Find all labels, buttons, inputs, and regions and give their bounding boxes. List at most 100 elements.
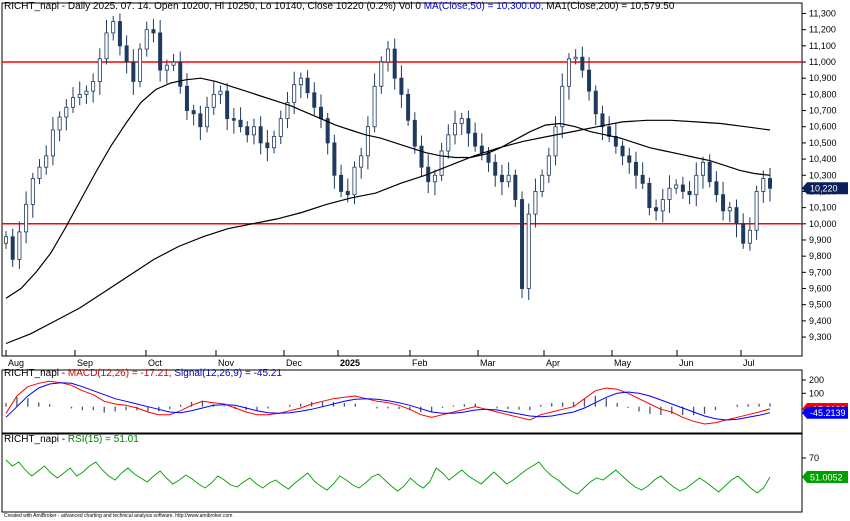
rsi-legend: RSI(15) = 51.01: [67, 434, 139, 445]
candle-body: [318, 106, 323, 120]
candle-body: [44, 155, 49, 168]
candle-body: [292, 84, 297, 103]
x-tick-label: Nov: [218, 358, 235, 368]
candle-body: [600, 113, 605, 128]
candle-body: [587, 69, 592, 92]
candle-body: [24, 203, 29, 233]
price-pane: [1, 2, 803, 357]
x-tick-label: Apr: [546, 358, 560, 368]
candle-body: [71, 97, 76, 108]
candle-body: [352, 166, 357, 196]
candle-body: [365, 126, 370, 157]
candle-body: [432, 174, 437, 183]
candle-body: [654, 207, 659, 212]
candle-body: [513, 174, 518, 200]
price-header: RICHT_napi - Daily 2025. 07. 14. Open 10…: [4, 1, 674, 12]
candle-body: [633, 161, 638, 176]
rsi-ytick-label: 70: [809, 453, 819, 463]
price-ytick-label: 10,800: [809, 89, 837, 99]
candle-body: [493, 161, 498, 176]
candle-body: [205, 106, 210, 128]
price-ytick-label: 9,500: [809, 300, 832, 310]
candle-body: [332, 142, 337, 176]
candle-body: [573, 56, 578, 60]
price-ytick-label: 9,600: [809, 284, 832, 294]
candle-body: [419, 145, 424, 168]
candle-body: [473, 132, 478, 147]
signal-legend: Signal(12,26,9) = -45.21: [174, 368, 282, 379]
candle-body: [37, 166, 42, 179]
candle-body: [4, 236, 9, 244]
candle-body: [17, 231, 22, 260]
candle-body: [278, 118, 283, 137]
candle-body: [734, 207, 739, 225]
candle-body: [453, 123, 458, 136]
price-ytick-label: 11,200: [809, 25, 836, 35]
macd-line: [5, 380, 771, 425]
last-rsi-badge-bg: [802, 470, 848, 483]
candle-body: [245, 126, 250, 136]
candle-body: [325, 118, 330, 144]
candle-body: [593, 90, 598, 115]
candle-body: [392, 48, 397, 79]
price-ytick-label: 10,600: [809, 122, 837, 132]
x-tick-label: Sep: [77, 358, 93, 368]
price-ytick-label: 11,000: [809, 57, 836, 67]
candle-body: [714, 181, 719, 196]
candle-body: [164, 64, 169, 71]
price-ytick-label: 9,700: [809, 267, 832, 277]
price-ytick-label: 11,300: [809, 8, 836, 18]
candle-body: [84, 90, 89, 95]
price-ytick-label: 9,300: [809, 332, 832, 342]
candle-body: [506, 174, 511, 183]
candle-body: [479, 145, 484, 154]
candle-body: [50, 129, 55, 157]
footer-credit: Created with AmiBroker - advanced charti…: [4, 513, 233, 519]
ma50-legend: MA(Close,50) = 10,300.00,: [423, 1, 544, 12]
price-ytick-label: 10,000: [809, 219, 837, 229]
price-ytick-label: 10,700: [809, 106, 837, 116]
candle-body: [238, 119, 243, 128]
candle-body: [64, 106, 69, 118]
candle-body: [640, 174, 645, 184]
candle-body: [158, 32, 163, 71]
candle-body: [57, 116, 62, 131]
candle-body: [694, 174, 699, 196]
ma50-line: [5, 77, 771, 299]
x-tick-label: 2025: [340, 358, 360, 368]
candle-body: [265, 142, 270, 149]
last-rsi-badge-label: 51.0052: [810, 472, 843, 482]
candle-body: [459, 118, 464, 124]
price-ytick-label: 10,400: [809, 154, 837, 164]
candle-body: [251, 126, 256, 136]
candle-body: [627, 155, 632, 163]
macd-pane: [1, 369, 803, 434]
candle-body: [687, 191, 692, 196]
price-ytick-label: 9,400: [809, 316, 832, 326]
candle-body: [191, 110, 196, 115]
ma200-line: [5, 119, 771, 345]
x-tick-label: Jul: [743, 358, 755, 368]
candle-body: [231, 118, 236, 121]
candle-body: [553, 126, 558, 157]
candle-body: [700, 161, 705, 176]
candle-body: [412, 119, 417, 147]
candle-body: [285, 102, 290, 120]
candle-body: [117, 21, 122, 47]
candle-body: [721, 194, 726, 212]
macd-legend: MACD(12,26) = -17.21,: [67, 368, 172, 379]
candle-body: [520, 199, 525, 289]
candle-body: [198, 113, 203, 128]
candle-body: [613, 136, 618, 147]
candle-body: [111, 21, 116, 34]
candle-body: [607, 126, 612, 137]
last-price-badge-label: 10,220: [810, 184, 838, 194]
candle-body: [385, 48, 390, 63]
candle-body: [761, 178, 766, 192]
candle-body: [339, 174, 344, 192]
macd-header-prefix: RICHT_napi -: [4, 368, 68, 379]
candle-body: [30, 178, 35, 205]
candle-body: [77, 93, 82, 99]
macd-header: RICHT_napi - MACD(12,26) = -17.21, Signa…: [4, 368, 282, 379]
